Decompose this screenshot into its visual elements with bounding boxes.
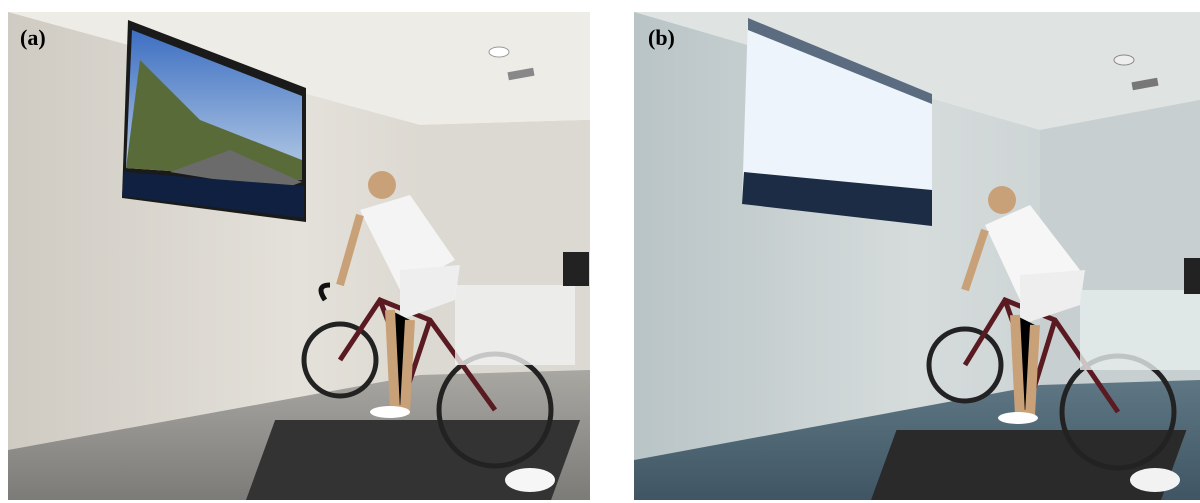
- rider: [961, 186, 1085, 424]
- panel-label: (a): [20, 25, 46, 50]
- rider: [336, 171, 460, 418]
- panel-label: (b): [648, 25, 675, 50]
- photo-b: (b): [634, 12, 1200, 500]
- screen: [122, 20, 306, 222]
- screen: [742, 18, 932, 226]
- photo-a: (a): [8, 12, 590, 500]
